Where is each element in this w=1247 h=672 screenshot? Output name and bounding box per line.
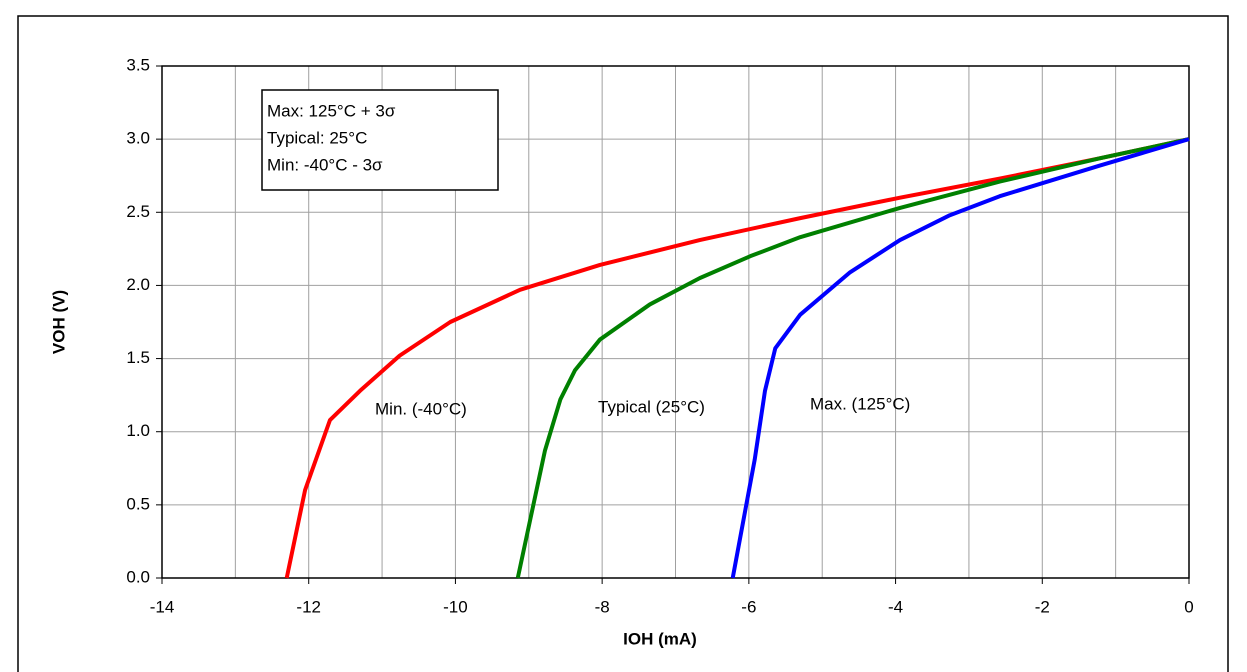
x-tick-label: -8 (595, 597, 610, 616)
x-tick-label: 0 (1184, 597, 1193, 616)
y-tick-label: 2.0 (126, 275, 150, 294)
series-label: Typical (25°C) (598, 397, 705, 416)
series-label: Min. (-40°C) (375, 399, 467, 418)
y-axis-label: VOH (V) (49, 290, 68, 354)
y-tick-label: 2.5 (126, 202, 150, 221)
y-tick-label: 0.0 (126, 567, 150, 586)
x-tick-label: -6 (741, 597, 756, 616)
curve (284, 137, 1190, 579)
x-tick-label: -12 (296, 597, 321, 616)
legend-box (261, 89, 499, 191)
legend-text: Max: 125°C + 3σ (267, 101, 396, 120)
y-tick-label: 1.5 (126, 348, 150, 367)
y-tick-label: 3.0 (126, 129, 150, 148)
legend-text: Typical: 25°C (267, 128, 367, 147)
y-tick-label: 0.5 (126, 494, 150, 513)
x-tick-label: -10 (443, 597, 468, 616)
x-axis-label: IOH (mA) (623, 629, 697, 648)
legend-text: Min: -40°C - 3σ (267, 155, 383, 174)
curve (515, 137, 1190, 579)
frame (17, 15, 1229, 672)
y-tick-label: 3.5 (126, 55, 150, 74)
y-tick-label: 1.0 (126, 421, 150, 440)
curve (730, 137, 1190, 579)
plot-border (161, 65, 1190, 579)
x-tick-label: -14 (150, 597, 175, 616)
series-label: Max. (125°C) (810, 394, 910, 413)
x-tick-label: -4 (888, 597, 903, 616)
x-tick-label: -2 (1035, 597, 1050, 616)
